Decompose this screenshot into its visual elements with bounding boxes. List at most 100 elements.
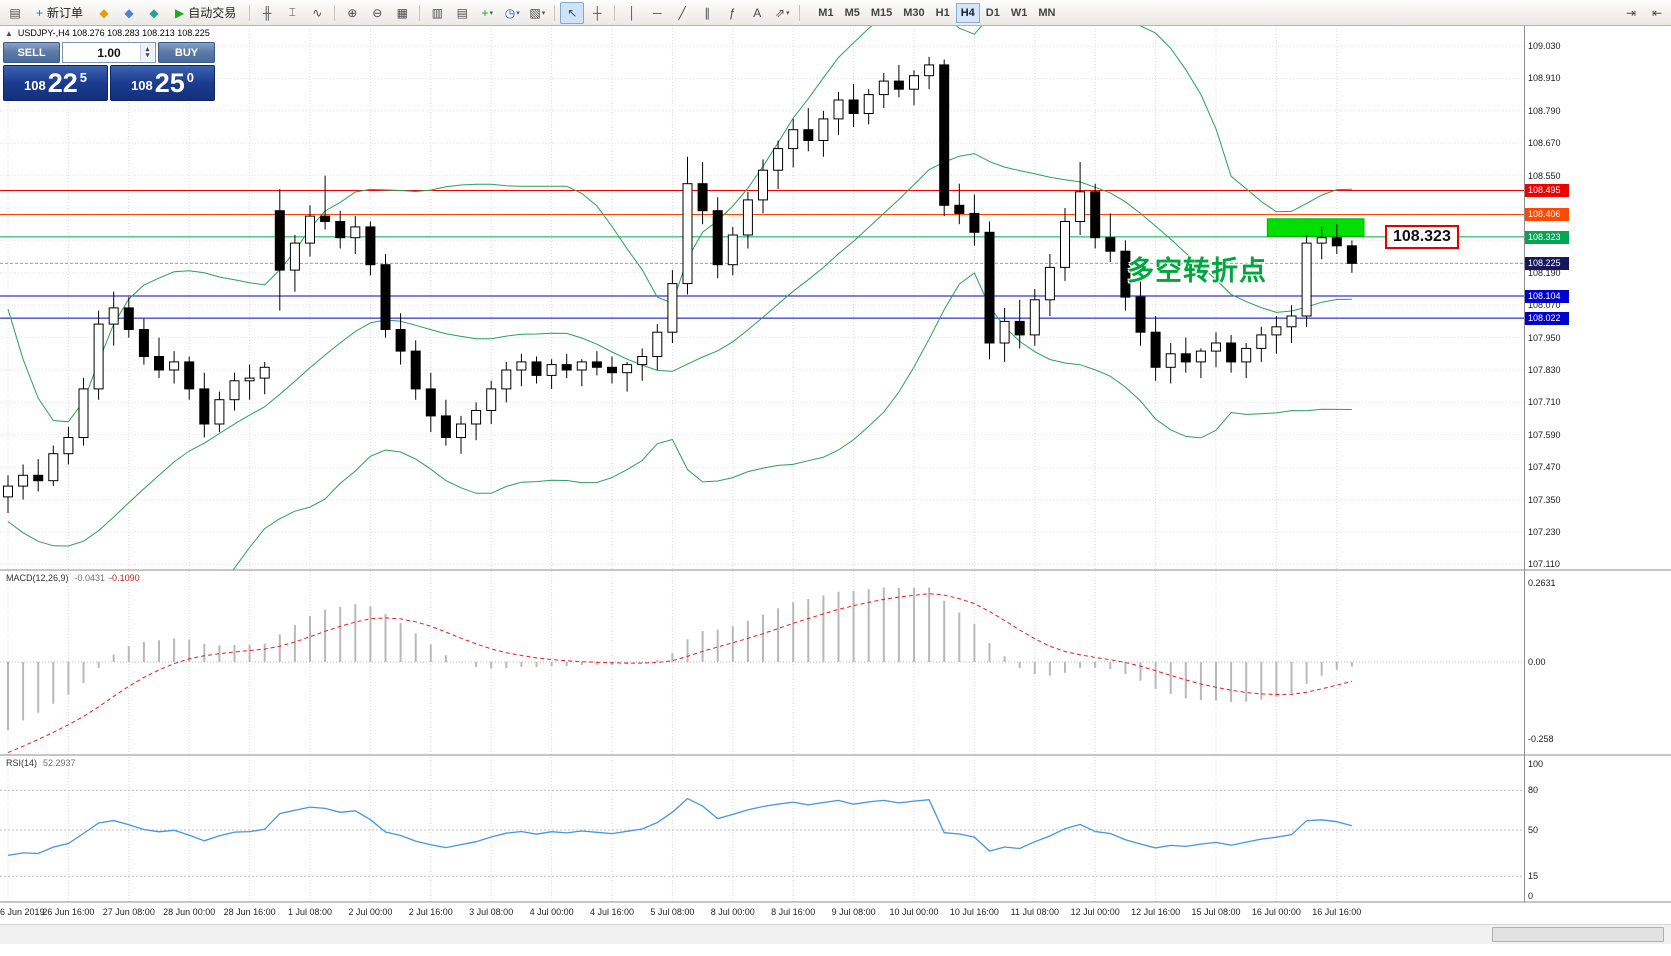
sell-price-display[interactable]: 108 22 5 — [3, 65, 108, 101]
price-axis-marker: 108.495 — [1525, 184, 1569, 198]
price-axis-tick: 107.110 — [1528, 559, 1560, 570]
volume-value: 1.00 — [97, 45, 121, 60]
bar-chart-icon[interactable]: ╫ — [263, 5, 272, 20]
price-axis-tick: 108.190 — [1528, 267, 1561, 278]
time-axis-tick: 15 Jul 08:00 — [1191, 907, 1241, 917]
time-axis-tick: 3 Jul 08:00 — [469, 907, 514, 917]
buy-price-point: 0 — [186, 70, 194, 85]
fibonacci-icon[interactable]: ƒ — [728, 5, 736, 20]
rsi-axis-tick: 80 — [1528, 785, 1539, 796]
timeframe-m1[interactable]: M1 — [818, 6, 834, 19]
toolbar-separator — [334, 4, 336, 21]
time-axis-tick: 12 Jul 00:00 — [1070, 907, 1120, 917]
symbol-ohlc-line: ▲ USDJPY-,H4 108.276 108.283 108.213 108… — [5, 28, 210, 38]
current-price-marker: 108.225 — [1525, 257, 1569, 271]
time-axis-tick: 28 Jun 16:00 — [223, 907, 276, 917]
time-axis-tick: 16 Jul 00:00 — [1251, 907, 1301, 917]
candlestick-chart-icon[interactable]: ⌶ — [288, 5, 296, 19]
macd-label: MACD(12,26,9) -0.0431 -0.1090 — [6, 573, 140, 583]
volume-spinner[interactable]: ▴ ▾ — [140, 44, 154, 61]
vertical-line-icon[interactable]: │ — [628, 5, 637, 20]
community-icon[interactable]: ◆ — [124, 5, 134, 20]
toolbar-separator — [614, 4, 616, 21]
periods-icon[interactable]: ◷ ▾ — [504, 5, 520, 20]
highlight-rectangle-object[interactable] — [1266, 218, 1365, 237]
rsi-axis-tick: 50 — [1528, 825, 1539, 835]
market-icon[interactable]: ◆ — [149, 5, 159, 20]
crosshair-icon[interactable]: ┼ — [593, 5, 602, 20]
price-axis-tick: 108.550 — [1528, 170, 1561, 181]
dropdown-arrow-icon[interactable]: ▾ — [541, 9, 546, 17]
templates-icon[interactable]: ▧ ▾ — [529, 5, 546, 20]
volume-down-icon[interactable]: ▾ — [145, 51, 150, 59]
price-axis-tick: 108.790 — [1528, 105, 1561, 116]
macd-title: MACD(12,26,9) — [6, 573, 69, 583]
chart-shift-icon[interactable]: ⇤ — [1651, 5, 1663, 20]
time-axis-tick: 10 Jul 16:00 — [949, 907, 999, 917]
cursor-icon[interactable]: ↖ — [560, 1, 585, 24]
horizontal-line-icon[interactable]: ─ — [653, 5, 662, 20]
price-axis-tick: 107.950 — [1528, 332, 1561, 343]
indicators-icon[interactable]: + ▾ — [481, 5, 494, 20]
price-callout-label[interactable]: 108.323 — [1385, 224, 1459, 249]
macd-axis-tick: 0.2631 — [1528, 578, 1556, 589]
toolbar-right-group: ⇥ ⇤ — [1619, 2, 1671, 24]
price-axis-tick: 107.590 — [1528, 429, 1561, 440]
timeframe-w1[interactable]: W1 — [1010, 6, 1028, 19]
price-axis-tick: 108.070 — [1528, 300, 1561, 311]
buy-button[interactable]: BUY — [158, 42, 215, 63]
macd-axis-tick: -0.258 — [1528, 734, 1554, 745]
dropdown-arrow-icon[interactable]: ▾ — [489, 9, 494, 17]
chart-annotation-text[interactable]: 多空转折点 — [1127, 256, 1267, 286]
sell-button[interactable]: SELL — [3, 42, 60, 63]
volume-input[interactable]: 1.00 ▴ ▾ — [62, 42, 156, 63]
timeframe-m15[interactable]: M15 — [870, 6, 893, 19]
horizontal-scrollbar[interactable] — [0, 924, 1671, 944]
timeframe-d1[interactable]: D1 — [985, 6, 1000, 19]
timeframe-mn[interactable]: MN — [1038, 6, 1056, 19]
price-axis-tick: 108.910 — [1528, 73, 1561, 84]
price-axis-marker: 108.022 — [1525, 312, 1569, 326]
toolbar-separator — [249, 4, 251, 21]
new-order-button[interactable]: + 新订单 — [28, 2, 91, 24]
autotrading-button[interactable]: ▶ 自动交易 — [167, 2, 244, 24]
timeframe-h1[interactable]: H1 — [935, 6, 950, 19]
equidistant-channel-icon[interactable]: ∥ — [704, 5, 711, 20]
buy-price-display[interactable]: 108 25 0 — [110, 65, 215, 101]
line-chart-icon[interactable]: ∿ — [312, 5, 323, 20]
macd-plot — [0, 587, 1524, 754]
timeframe-m30[interactable]: M30 — [903, 6, 925, 19]
new-chart-icon[interactable]: ▤ — [9, 5, 21, 20]
dropdown-arrow-icon[interactable]: ▾ — [516, 9, 520, 17]
zoom-out-icon[interactable]: ⊖ — [372, 5, 383, 20]
autotrading-icon: ▶ — [175, 5, 185, 20]
auto-scroll-icon[interactable]: ⇥ — [1625, 5, 1637, 20]
rsi-plot — [0, 789, 1524, 877]
price-axis-marker: 108.104 — [1525, 290, 1569, 304]
text-icon[interactable]: A — [753, 5, 762, 20]
toolbar-separator — [799, 4, 801, 21]
metaeditor-icon[interactable]: ◆ — [99, 5, 109, 20]
tile-windows-icon[interactable]: ▦ — [396, 5, 408, 20]
time-axis-tick: 12 Jul 16:00 — [1131, 907, 1181, 917]
trade-panel-toggle-icon[interactable]: ▲ — [5, 28, 13, 38]
zoom-in-icon[interactable]: ⊕ — [347, 5, 358, 20]
arrow-objects-icon[interactable]: ⇗ ▾ — [774, 5, 790, 20]
arrange-horizontal-icon[interactable]: ▥ — [431, 5, 443, 20]
price-axis-marker: 108.323 — [1525, 230, 1569, 244]
rsi-axis-tick: 15 — [1528, 871, 1539, 882]
trade-price-row: 108 22 5 108 25 0 — [3, 65, 215, 101]
arrange-vertical-icon[interactable]: ▤ — [456, 5, 468, 20]
price-axis-tick: 107.830 — [1528, 365, 1561, 375]
toolbar: ▤ + 新订单 ◆ ◆ ◆ ▶ 自动交易 ╫ ⌶ ∿ ⊕ ⊖ ▦ ▥ ▤ + ▾ ◷ ▾ ▧ ▾ ↖ ┼ │ ─ ╱ ∥ ƒ A ⇗ ▾ M1 M… — [0, 0, 1671, 26]
volume-up-icon[interactable]: ▴ — [145, 45, 150, 53]
trendline-icon[interactable]: ╱ — [678, 5, 686, 20]
time-axis-tick: 4 Jul 16:00 — [589, 907, 635, 917]
scrollbar-thumb[interactable] — [1492, 927, 1664, 942]
rsi-title: RSI(14) — [6, 758, 38, 768]
dropdown-arrow-icon[interactable]: ▾ — [786, 9, 790, 17]
autotrading-button-label: 自动交易 — [188, 6, 237, 20]
timeframe-h4[interactable]: H4 — [955, 2, 980, 23]
timeframe-m5[interactable]: M5 — [844, 6, 860, 19]
